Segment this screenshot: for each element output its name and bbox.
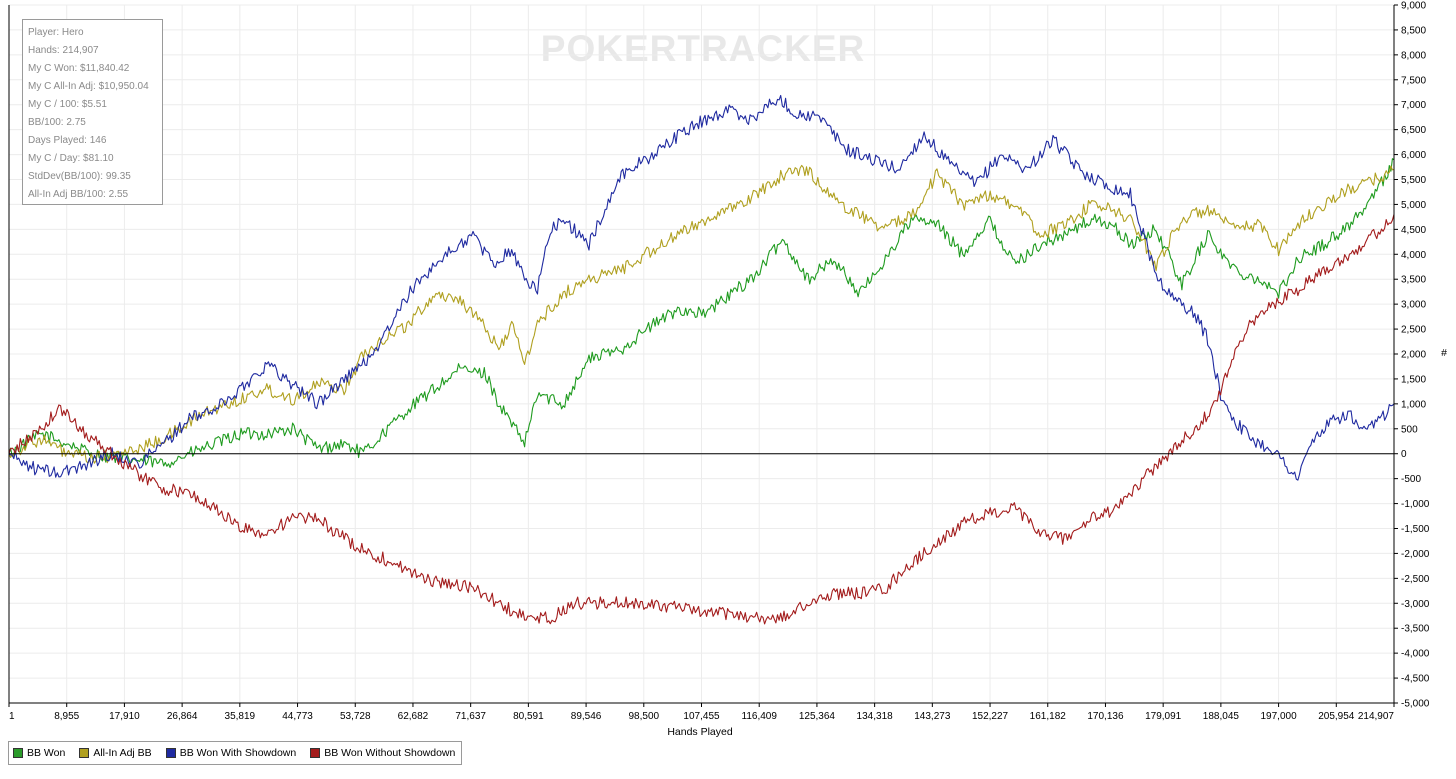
y-tick-label: -2,500 [1401,574,1430,585]
stat-line: My C / 100: $5.51 [28,99,107,110]
y-tick-label: 7,000 [1401,100,1426,111]
x-tick-label: 1 [9,711,15,722]
y-tick-label: 8,000 [1401,50,1426,61]
axes-layer: 9,000 8,500 8,000 7,500 7,000 6,500 6,000 5,500… [8,1,1430,722]
y-tick-label: 3,500 [1401,275,1426,286]
y-tick-label: 2,500 [1401,325,1426,336]
legend-swatch [13,748,23,758]
x-tick-label: 214,907 [1358,711,1395,722]
stat-line: My C All-In Adj: $10,950.04 [28,81,149,92]
y-axis-label: # [1441,347,1447,359]
x-tick-label: 98,500 [628,711,659,722]
x-tick-label: 8,955 [54,711,79,722]
x-tick-label: 44,773 [282,711,313,722]
y-tick-label: -3,000 [1401,599,1430,610]
legend-item[interactable]: All-In Adj BB [79,747,152,759]
series-line-bb-won [8,158,1395,469]
y-tick-label: 4,500 [1401,225,1426,236]
stat-line: Hands: 214,907 [28,45,99,56]
legend-label: BB Won Without Showdown [324,747,456,759]
y-tick-label: 0 [1401,449,1407,460]
x-tick-label: 197,000 [1261,711,1298,722]
x-tick-label: 62,682 [398,711,429,722]
series-line-all-in-adj-bb [8,164,1395,464]
stat-line: StdDev(BB/100): 99.35 [28,171,131,182]
x-tick-label: 143,273 [914,711,951,722]
x-tick-label: 53,728 [340,711,371,722]
x-tick-label: 26,864 [167,711,198,722]
legend-label: BB Won [27,747,66,759]
y-tick-label: 4,000 [1401,250,1426,261]
y-tick-label: 6,500 [1401,125,1426,136]
x-tick-label: 80,591 [513,711,544,722]
x-tick-label: 125,364 [799,711,836,722]
x-tick-label: 152,227 [972,711,1009,722]
stat-line: My C / Day: $81.10 [28,153,114,164]
y-tick-label: -3,500 [1401,624,1430,635]
x-tick-label: 107,455 [683,711,720,722]
legend-swatch [310,748,321,758]
y-tick-label: -2,000 [1401,549,1430,560]
x-tick-label: 116,409 [742,711,778,722]
player-stats-box: Player: Hero Hands: 214,907 My C Won: $11,… [22,19,163,205]
chart-legend: BB Won All-In Adj BB BB Won With Showdown B… [8,741,463,765]
legend-swatch [79,748,90,758]
stat-line: Days Played: 146 [28,135,107,146]
y-tick-label: -4,000 [1401,649,1430,660]
stat-line: My C Won: $11,840.42 [28,63,130,74]
stat-line: BB/100: 2.75 [28,117,86,128]
y-tick-label: 5,000 [1401,200,1426,211]
y-tick-label: 1,000 [1401,399,1426,410]
y-tick-label: -1,000 [1401,499,1430,510]
y-tick-label: 9,000 [1401,1,1426,12]
x-tick-label: 170,136 [1087,711,1124,722]
x-tick-label: 17,910 [109,711,140,722]
y-tick-label: 2,000 [1401,350,1426,361]
y-tick-label: 3,000 [1401,300,1426,311]
x-tick-label: 71,637 [455,711,486,722]
x-tick-label: 205,954 [1318,711,1355,722]
y-tick-label: -1,500 [1401,524,1430,535]
legend-item[interactable]: BB Won With Showdown [165,747,297,759]
y-tick-label: 500 [1401,424,1418,435]
x-tick-label: 179,091 [1145,711,1182,722]
x-tick-label: 89,546 [571,711,602,722]
legend-item[interactable]: BB Won Without Showdown [310,747,455,759]
x-axis-label: Hands Played [667,726,733,738]
legend-swatch [165,748,176,758]
y-tick-label: 1,500 [1401,374,1426,385]
legend-label: BB Won With Showdown [179,747,297,759]
y-tick-label: -500 [1401,474,1421,485]
y-tick-label: 5,500 [1401,175,1426,186]
series-line-bb-won-with-showdown [8,94,1395,481]
stat-line: Player: Hero [28,27,84,38]
series-line-bb-won-without-showdown [8,214,1395,625]
x-tick-label: 188,045 [1203,711,1240,722]
y-tick-label: -4,500 [1401,674,1430,685]
y-tick-label: 6,000 [1401,150,1426,161]
legend-label: All-In Adj BB [93,747,152,759]
stat-line: All-In Adj BB/100: 2.55 [28,189,129,200]
watermark-logo: POKERTRACKER [541,28,865,69]
x-tick-label: 134,318 [857,711,894,722]
y-tick-label: 7,500 [1401,75,1426,86]
y-tick-label: 8,500 [1401,25,1426,36]
series-layer [8,94,1395,625]
y-tick-label: -5,000 [1401,699,1430,710]
x-tick-label: 35,819 [225,711,256,722]
grid-layer [8,4,1395,704]
legend-item[interactable]: BB Won [13,747,65,759]
x-tick-label: 161,182 [1030,711,1067,722]
